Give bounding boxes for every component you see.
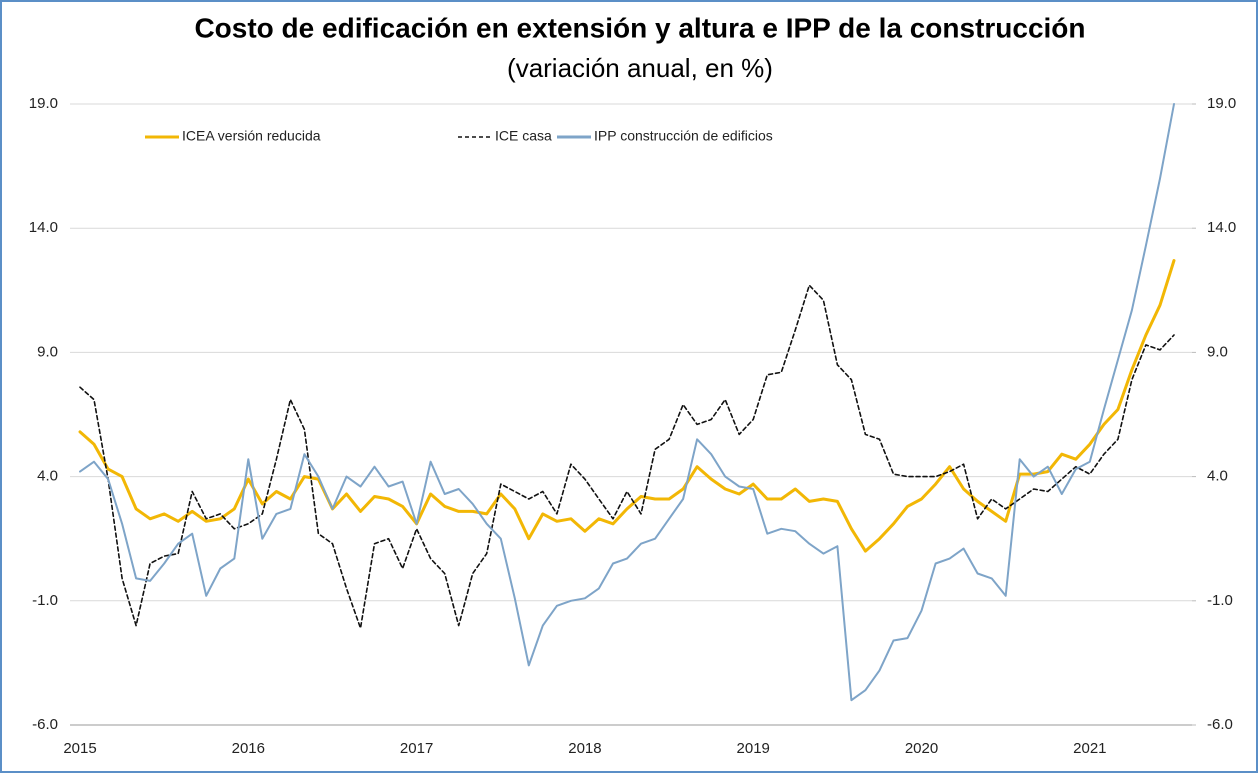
y-tick-label: -6.0	[32, 716, 58, 733]
x-tick-label: 2021	[1073, 740, 1106, 757]
x-tick-label: 2015	[63, 740, 96, 757]
y-tick-label: 14.0	[29, 219, 58, 236]
legend-label: IPP construcción de edificios	[594, 128, 773, 144]
y2-tick-label: -1.0	[1207, 592, 1233, 609]
x-tick-label: 2020	[905, 740, 938, 757]
y-tick-label: 19.0	[29, 95, 58, 112]
y-tick-label: 9.0	[37, 343, 58, 360]
y2-tick-label: 9.0	[1207, 343, 1228, 360]
x-tick-label: 2018	[568, 740, 601, 757]
chart-title: Costo de edificación en extensión y altu…	[194, 12, 1085, 43]
y2-tick-label: -6.0	[1207, 716, 1233, 733]
data-line	[78, 259, 1176, 553]
x-tick-label: 2017	[400, 740, 433, 757]
y2-tick-label: 14.0	[1207, 219, 1236, 236]
y2-tick-label: 4.0	[1207, 468, 1228, 485]
legend-label: ICEA versión reducida	[182, 128, 321, 144]
data-line	[79, 103, 1175, 702]
y-tick-label: -1.0	[32, 592, 58, 609]
x-tick-label: 2019	[737, 740, 770, 757]
chart-subtitle: (variación anual, en %)	[507, 53, 773, 83]
y2-tick-label: 19.0	[1207, 95, 1236, 112]
y-tick-label: 4.0	[37, 468, 58, 485]
legend-label: ICE casa	[495, 128, 552, 144]
x-tick-label: 2016	[232, 740, 265, 757]
data-line	[79, 284, 1175, 629]
